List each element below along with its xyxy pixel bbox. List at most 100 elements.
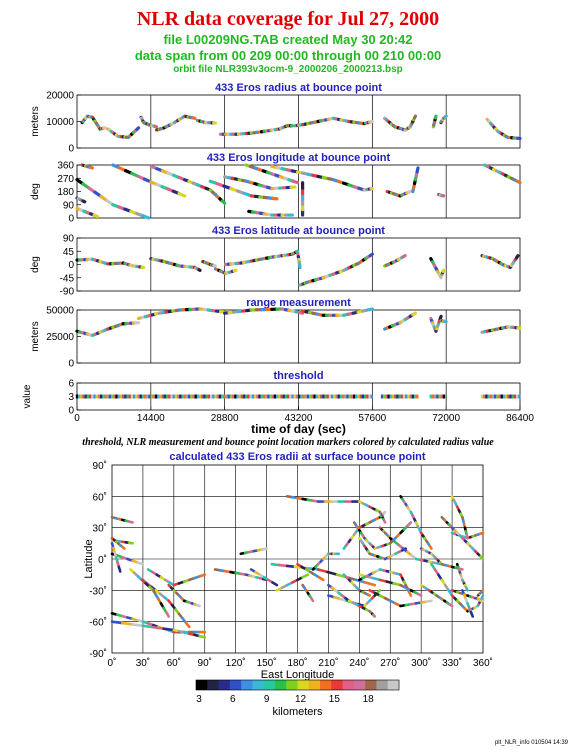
track-line [407, 590, 413, 597]
series-line [401, 254, 407, 259]
track-line [110, 620, 124, 625]
threshold-marker [232, 394, 235, 399]
threshold-marker [170, 394, 173, 399]
threshold-marker [269, 394, 272, 399]
colorbar-tick-label: 3 [196, 694, 202, 705]
threshold-marker [322, 394, 325, 399]
threshold-marker [505, 394, 508, 399]
threshold-marker [337, 394, 340, 399]
threshold-marker [251, 394, 255, 399]
threshold-marker [315, 394, 318, 399]
threshold-marker [190, 394, 193, 399]
threshold-marker [502, 394, 506, 399]
y-tick-label: 0 [68, 406, 74, 417]
threshold-marker [438, 394, 441, 399]
x-tick-label: 86400 [506, 413, 534, 424]
map-x-tick-label: 30˚ [136, 657, 150, 669]
map-x-tick-label: 360˚ [473, 657, 493, 669]
threshold-marker [280, 394, 283, 399]
threshold-marker [391, 394, 395, 399]
threshold-marker [236, 394, 239, 399]
threshold-marker [313, 394, 316, 399]
map-y-axis-label: Latitude [83, 539, 95, 578]
threshold-marker [238, 394, 241, 399]
threshold-marker [411, 394, 415, 399]
track-line [127, 541, 134, 545]
threshold-marker [106, 394, 109, 399]
map-x-tick-label: 240˚ [349, 657, 369, 669]
threshold-marker [267, 394, 270, 399]
threshold-marker [518, 394, 521, 399]
threshold-marker [75, 394, 79, 399]
threshold-marker [214, 394, 217, 399]
threshold-marker [306, 394, 310, 399]
chart-caption: threshold, NLR measurement and bounce po… [82, 437, 494, 448]
track-line [121, 545, 126, 550]
series-line [406, 189, 412, 194]
threshold-marker [359, 394, 362, 399]
threshold-marker [342, 394, 345, 399]
threshold-marker [117, 394, 120, 399]
series-group [75, 307, 522, 338]
threshold-marker [355, 394, 358, 399]
map-x-tick-label: 210˚ [318, 657, 338, 669]
threshold-marker [97, 394, 101, 399]
panel-title: 433 Eros latitude at bounce point [212, 225, 385, 237]
map-y-tick-label: -30˚ [89, 585, 107, 597]
colorbar-frame [195, 679, 400, 691]
y-axis-label: meters [30, 106, 41, 137]
track-line [184, 621, 191, 629]
threshold-marker [161, 394, 164, 399]
threshold-marker [364, 394, 367, 399]
threshold-marker [317, 394, 321, 399]
threshold-marker [302, 394, 305, 399]
map-x-tick-label: 0˚ [108, 657, 117, 669]
threshold-marker [496, 394, 499, 399]
threshold-marker [333, 394, 336, 399]
y-tick-label: 25000 [46, 332, 74, 343]
y-axis-label: value [22, 384, 33, 408]
panel-2: 433 Eros longitude at bounce point 0 90 180… [30, 152, 522, 225]
track-line [309, 596, 315, 603]
threshold-marker [394, 394, 397, 399]
threshold-marker [433, 394, 437, 399]
threshold-marker [199, 394, 202, 399]
time-series-charts: 433 Eros radius at bounce point 0 10000 200… [22, 82, 534, 436]
threshold-marker [402, 394, 406, 399]
track-line [136, 561, 145, 566]
track-line [162, 627, 176, 632]
threshold-marker [194, 394, 197, 399]
threshold-marker [135, 394, 138, 399]
colorbar-tick-label: 18 [363, 694, 375, 705]
threshold-marker [216, 394, 219, 399]
y-tick-label: 0 [68, 359, 74, 370]
page-title: NLR data coverage for Jul 27, 2000 [136, 8, 440, 30]
threshold-marker [93, 394, 96, 399]
threshold-marker [516, 394, 519, 399]
threshold-marker [207, 394, 211, 399]
colorbar-swatch [218, 680, 231, 690]
threshold-marker [357, 394, 360, 399]
threshold-marker [295, 394, 299, 399]
threshold-marker [128, 394, 131, 399]
threshold-marker [203, 394, 206, 399]
map-x-tick-label: 120˚ [226, 657, 246, 669]
threshold-marker [80, 394, 83, 399]
threshold-marker [278, 394, 281, 399]
threshold-marker [485, 394, 488, 399]
threshold-marker [494, 394, 497, 399]
track-line [326, 570, 339, 576]
track-line [406, 521, 413, 528]
threshold-marker [183, 394, 186, 399]
threshold-marker [500, 394, 504, 399]
panel-4: range measurement 0 25000 50000 meters [30, 297, 522, 370]
threshold-marker [276, 394, 279, 399]
threshold-marker [157, 394, 160, 399]
threshold-marker [311, 394, 314, 399]
threshold-marker [258, 394, 261, 399]
threshold-marker [361, 394, 365, 399]
data-span: data span from 00 209 00:00 through 00 2… [134, 48, 442, 63]
threshold-marker [328, 394, 332, 399]
threshold-marker [172, 394, 175, 399]
threshold-marker [133, 394, 136, 399]
